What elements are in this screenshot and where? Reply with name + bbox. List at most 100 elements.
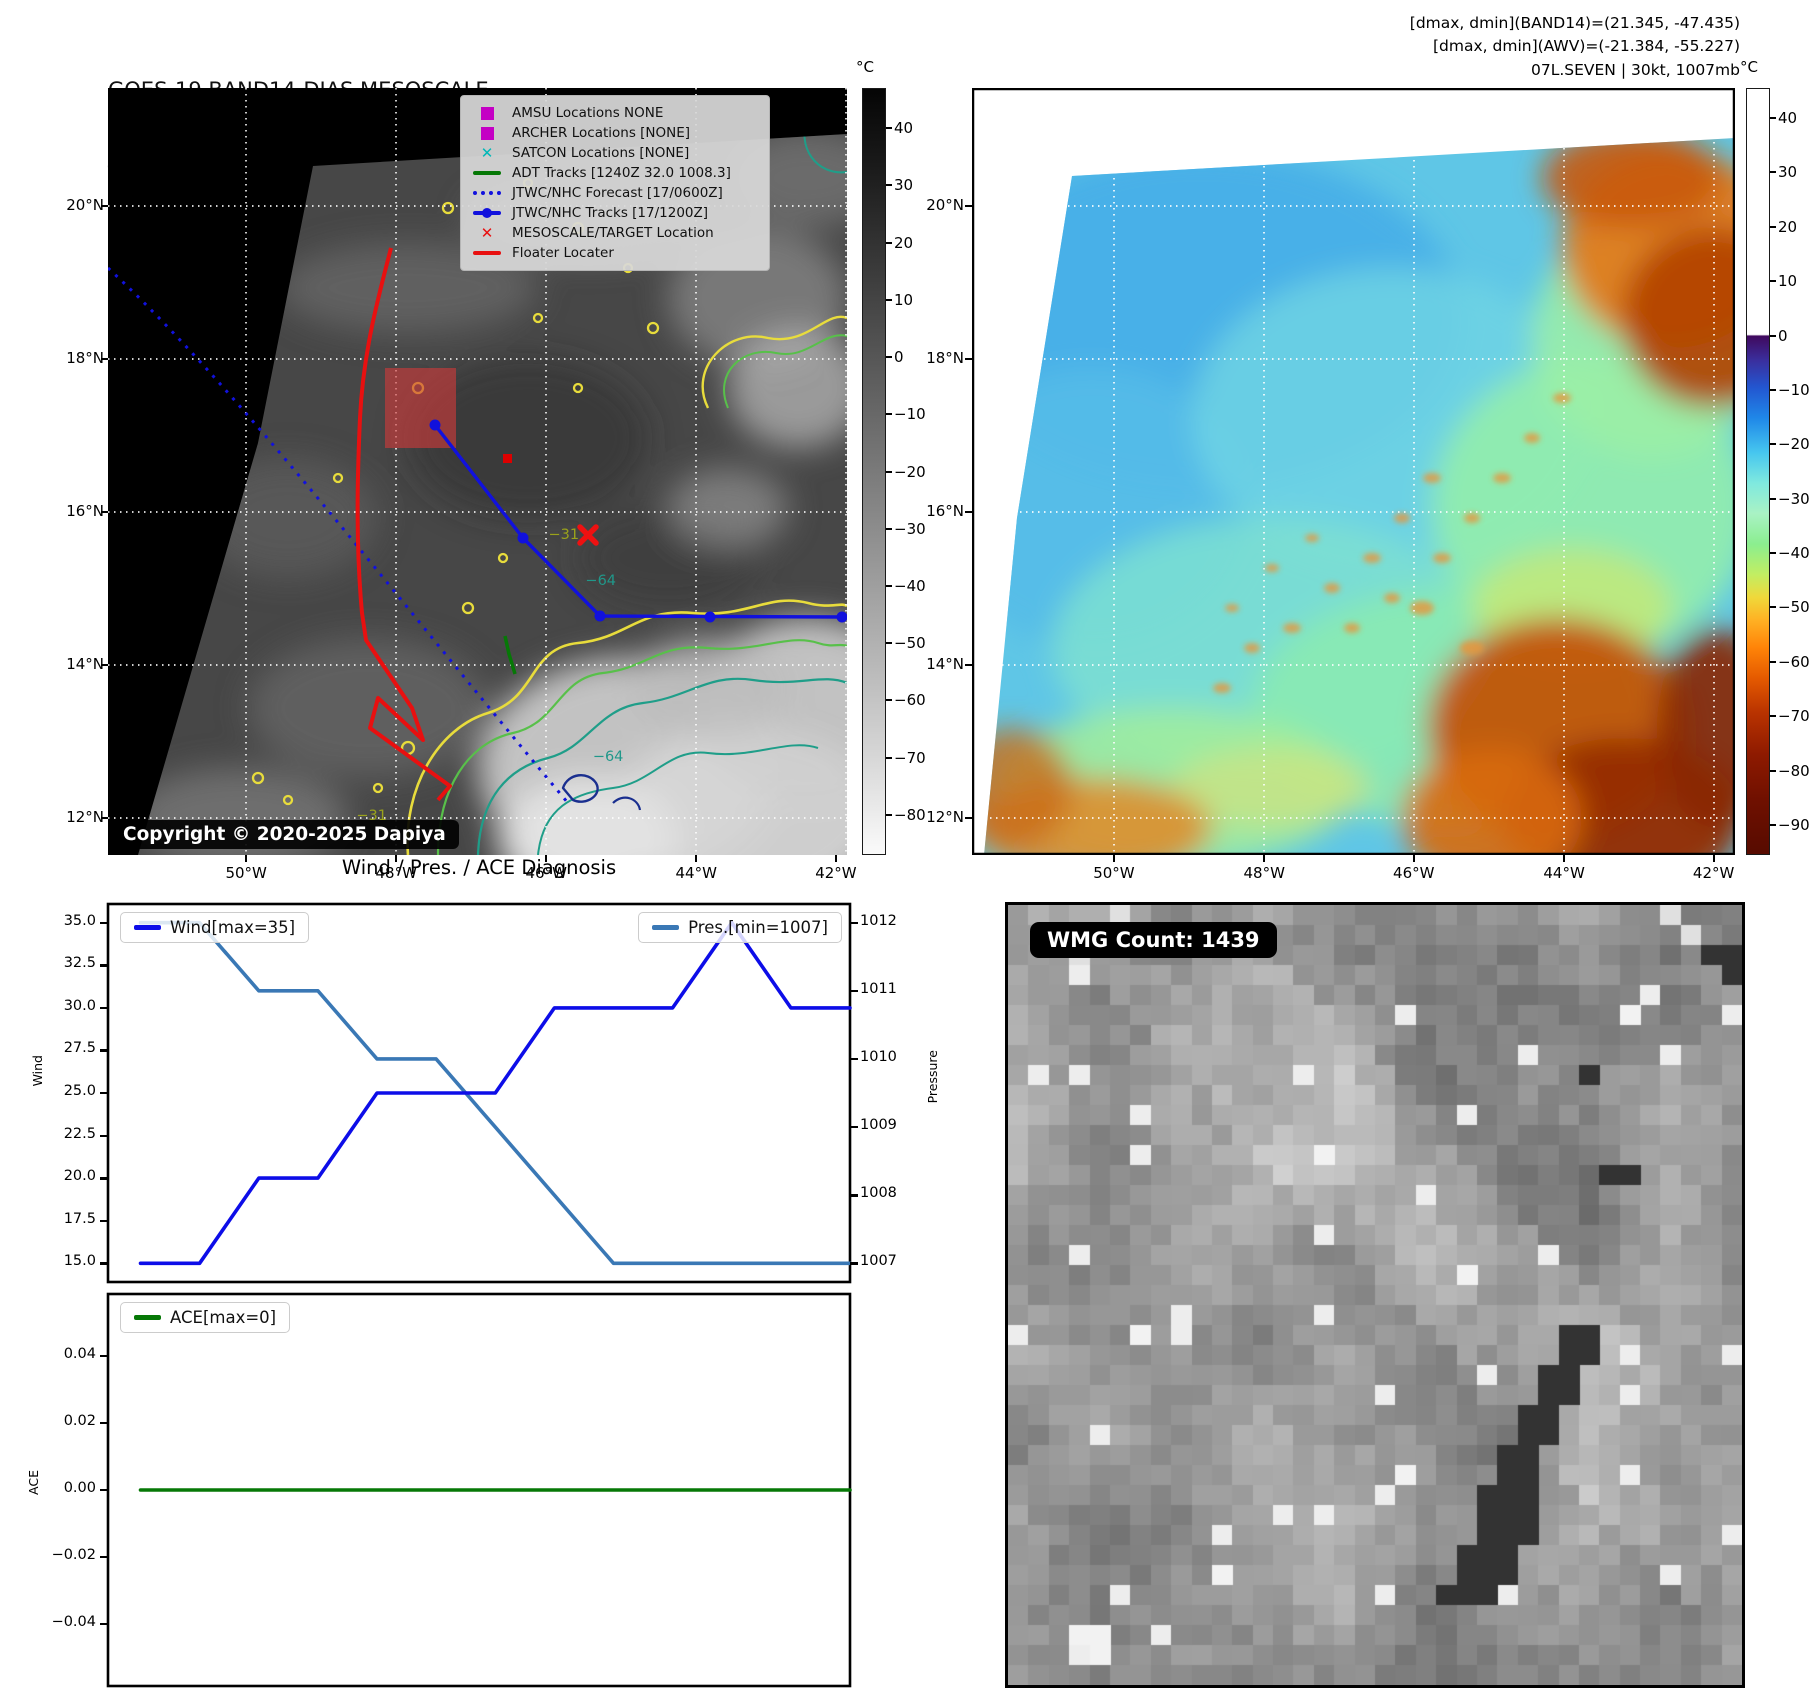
awv-colorbar-tickmark: [1770, 497, 1776, 500]
awv-colorbar-tick: 10: [1778, 272, 1798, 291]
awv-lat-tick: 14°N: [926, 654, 964, 673]
band14-colorbar-tickmark: [886, 642, 892, 645]
awv-frame: [972, 88, 1735, 855]
ace-chart: [106, 1292, 852, 1688]
band14-lat-tickmark: [101, 511, 108, 514]
chart-ytick-left: 25.0: [63, 1083, 96, 1099]
chart-tickmark-right: [850, 1057, 858, 1061]
contour-label: −31: [548, 526, 580, 543]
band14-lat-tickmark: [101, 817, 108, 820]
band14-legend: AMSU Locations NONE ARCHER Locations [NON…: [460, 95, 770, 271]
band14-colorbar-tickmark: [886, 813, 892, 816]
band14-colorbar-tick: −20: [894, 462, 926, 481]
band14-colorbar-tick: −70: [894, 748, 926, 767]
awv-lat-tickmark: [965, 357, 972, 360]
chart-tickmark-left: [100, 1623, 108, 1626]
chart-tickmark-left: [100, 1006, 108, 1010]
chart-tickmark-left: [100, 1354, 108, 1358]
awv-lon-tick: 50°W: [1093, 864, 1135, 882]
chart-ytick-left: 27.5: [63, 1040, 96, 1057]
band14-colorbar-tickmark: [886, 184, 892, 187]
chart-tickmark-left: [100, 1556, 108, 1559]
chart-ytick-left: 20.0: [63, 1168, 96, 1185]
awv-lat-tick: 16°N: [926, 502, 964, 521]
wmg-mosaic-image: [1008, 905, 1742, 1685]
chart-tickmark-left: [100, 1092, 108, 1095]
chart-tickmark-right: [850, 1126, 858, 1129]
legend-label: JTWC/NHC Forecast [17/0600Z]: [512, 185, 723, 201]
chart-legend: ACE[max=0]: [120, 1302, 291, 1333]
awv-colorbar-tickmark: [1770, 171, 1776, 174]
target-square-marker: [503, 454, 512, 463]
chart-tickmark-left: [100, 1489, 108, 1492]
awv-info-band14: [dmax, dmin](BAND14)=(21.345, -47.435): [1409, 14, 1740, 32]
band14-colorbar-tick: 0: [894, 348, 904, 367]
legend-marker-icon: ✕: [480, 143, 494, 162]
band14-colorbar-tick: −60: [894, 691, 926, 710]
awv-colorbar-tickmark: [1770, 606, 1776, 609]
band14-colorbar-tickmark: [886, 699, 892, 702]
band14-colorbar-tickmark: [886, 756, 892, 759]
legend-item: JTWC/NHC Tracks [17/1200Z]: [469, 203, 757, 223]
awv-colorbar-tickmark: [1770, 116, 1776, 119]
awv-lat-tick: 18°N: [926, 348, 964, 367]
chart-legend: Wind[max=35]: [120, 912, 310, 943]
chart-tickmark-right: [850, 1194, 858, 1197]
legend-marker-icon: [469, 126, 505, 140]
chart-ytick-right: 1009: [860, 1117, 897, 1134]
awv-colorbar-tickmark: [1770, 660, 1776, 663]
chart-ytick-right: 1007: [860, 1253, 897, 1270]
chart-tickmark-left: [100, 1262, 108, 1265]
band14-colorbar-tickmark: [886, 584, 892, 587]
chart-ytick-left: 0.02: [63, 1412, 96, 1429]
band14-lon-tick: 44°W: [675, 864, 717, 882]
legend-label: Floater Locater: [512, 245, 614, 261]
awv-colorbar-tick: −40: [1778, 544, 1810, 563]
awv-colorbar-tickmark: [1770, 280, 1776, 283]
band14-colorbar-tick: 40: [894, 119, 914, 138]
awv-colorbar-tick: 30: [1778, 163, 1798, 182]
band14-lat-tick: 18°N: [66, 348, 104, 367]
awv-lon-tickmark: [1712, 855, 1715, 862]
legend-label: SATCON Locations [NONE]: [512, 145, 690, 161]
legend-label: ADT Tracks [1240Z 32.0 1008.3]: [512, 165, 731, 181]
legend-marker-icon: ✕: [480, 223, 494, 242]
band14-colorbar-tickmark: [886, 298, 892, 301]
chart-ytick-left: 32.5: [63, 955, 96, 972]
legend-label: AMSU Locations NONE: [512, 105, 664, 121]
awv-colorbar-tick: −30: [1778, 489, 1810, 508]
chart-ytick-left: 22.5: [63, 1125, 96, 1142]
awv-header: [dmax, dmin](BAND14)=(21.345, -47.435) […: [1140, 12, 1740, 82]
chart-tickmark-left: [100, 1219, 108, 1223]
legend-marker-icon: [469, 251, 505, 255]
legend-item: Floater Locater: [469, 243, 757, 263]
awv-info-storm: 07L.SEVEN | 30kt, 1007mb: [1530, 60, 1740, 79]
awv-colorbar: [1746, 88, 1770, 855]
band14-lon-tickmark: [395, 855, 398, 862]
chart-ytick-left: −0.02: [51, 1547, 96, 1563]
band14-lon-tickmark: [545, 855, 548, 862]
wmg-panel: [1005, 902, 1745, 1688]
band14-colorbar-tickmark: [886, 470, 892, 473]
chart-tickmark-left: [100, 964, 108, 967]
awv-lat-tickmark: [965, 511, 972, 514]
contour-label: −64: [592, 749, 624, 766]
band14-lon-tick: 48°W: [375, 864, 417, 882]
awv-lon-tick: 48°W: [1243, 864, 1285, 882]
band14-lon-tickmark: [695, 855, 698, 862]
awv-colorbar-tickmark: [1770, 824, 1776, 827]
awv-colorbar-tickmark: [1770, 715, 1776, 718]
awv-lon-tickmark: [1263, 855, 1266, 862]
band14-lat-tick: 20°N: [66, 196, 104, 215]
band14-colorbar: [862, 88, 886, 855]
awv-colorbar-tickmark: [1770, 443, 1776, 446]
awv-map: [972, 88, 1735, 855]
awv-colorbar-tick: −60: [1778, 652, 1810, 671]
band14-colorbar-tickmark: [886, 241, 892, 244]
band14-colorbar-tickmark: [886, 413, 892, 416]
chart-ytick-left: 0.00: [63, 1480, 96, 1496]
band14-colorbar-tick: −80: [894, 805, 926, 824]
band14-lat-tick: 14°N: [66, 654, 104, 673]
band14-colorbar-tick: 10: [894, 290, 914, 309]
awv-colorbar-tick: −90: [1778, 816, 1810, 835]
